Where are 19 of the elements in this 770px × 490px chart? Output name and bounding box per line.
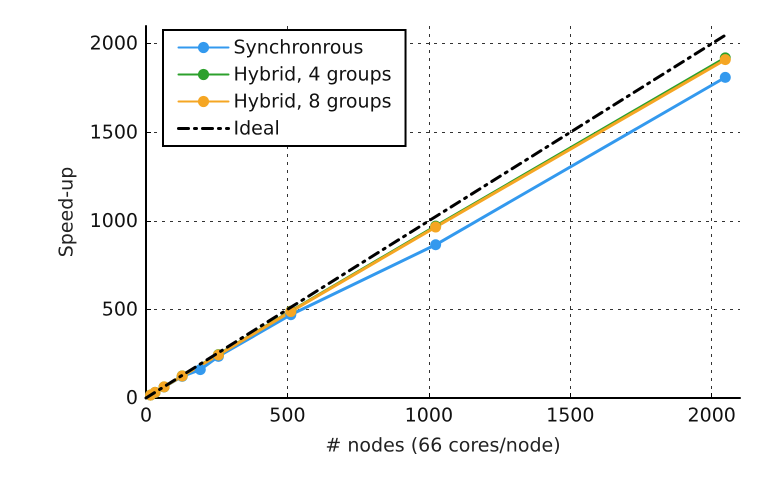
x-tick-label: 0 [140, 404, 152, 426]
x-tick-label: 500 [269, 404, 306, 426]
legend-label: Hybrid, 4 groups [234, 64, 392, 86]
point [720, 72, 731, 83]
y-tick-label: 0 [126, 387, 138, 409]
y-tick-label: 2000 [90, 32, 138, 55]
x-tick-label: 1000 [404, 404, 454, 426]
x-tick-label: 1500 [546, 404, 594, 426]
x-tick-label: 2000 [688, 404, 736, 426]
y-tick-label: 1000 [90, 210, 138, 232]
y-axis-title: Speed-up [56, 166, 78, 258]
legend-label: Hybrid, 8 groups [234, 90, 392, 112]
y-tick-label: 500 [102, 298, 138, 320]
x-axis-title: # nodes (66 cores/node) [325, 434, 561, 456]
legend-label: Ideal [234, 118, 280, 140]
legend-label: Synchronrous [234, 36, 364, 58]
point [194, 364, 206, 376]
y-tick-label: 1500 [90, 121, 138, 144]
point [430, 239, 442, 250]
